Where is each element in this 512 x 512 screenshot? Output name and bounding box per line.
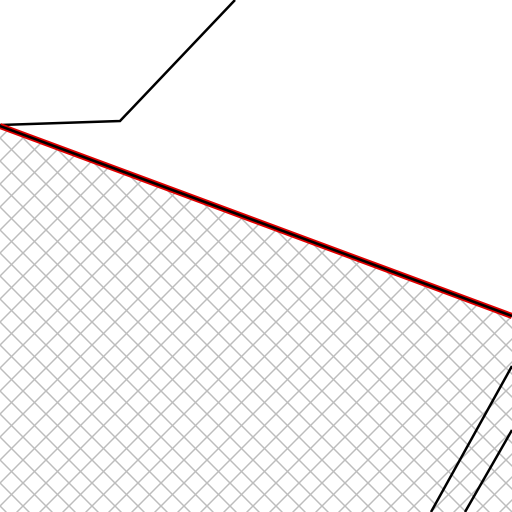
boundary-line [0,0,236,127]
road-line [463,429,512,512]
hatched-area [0,126,512,512]
boundary-line [0,124,512,318]
road-line [429,365,512,512]
